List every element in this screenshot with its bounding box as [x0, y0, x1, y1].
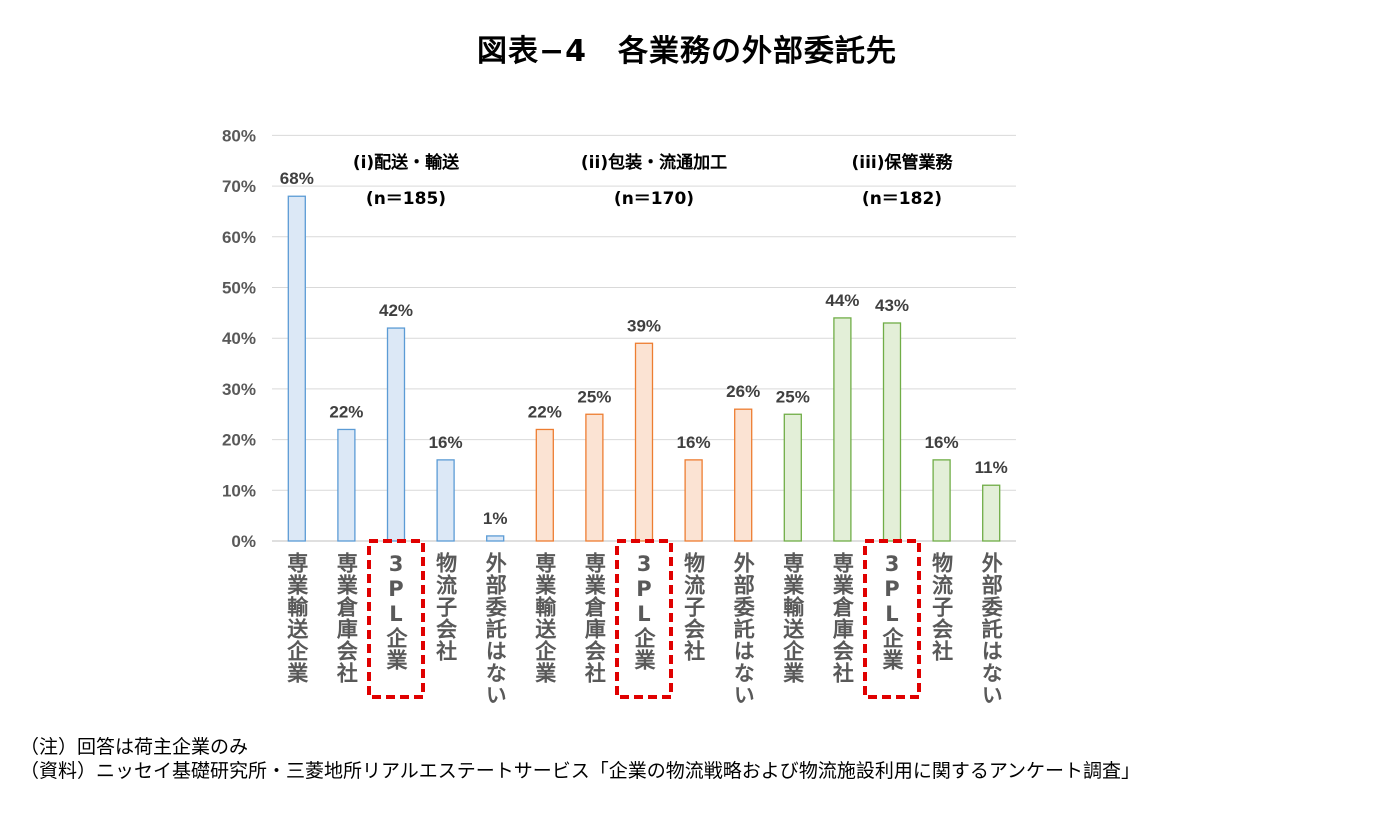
y-tick-label: 30%	[222, 380, 256, 399]
bar	[634, 342, 654, 542]
bar	[783, 413, 802, 542]
group-label: (ii)包装・流通加工	[581, 152, 727, 173]
y-tick-label: 40%	[222, 329, 256, 348]
data-label: 11%	[975, 458, 1008, 477]
bar	[882, 322, 902, 542]
y-tick-label: 0%	[231, 532, 256, 551]
data-label: 22%	[329, 402, 363, 421]
chart-title: 図表−4 各業務の外部委託先	[476, 34, 897, 69]
x-category-label: 専業倉庫会社	[830, 552, 855, 684]
group-label: (iii)保管業務	[851, 152, 953, 173]
x-category-label: 外部委託はない	[979, 552, 1004, 706]
x-category-label: 物流子会社	[433, 552, 458, 662]
group-n-label: (n＝182)	[862, 189, 942, 209]
highlight-box	[367, 539, 425, 699]
bar	[486, 535, 505, 542]
footnote: （注）回答は荷主企業のみ	[20, 736, 249, 758]
y-tick-label: 80%	[222, 126, 256, 145]
group-n-label: (n＝170)	[614, 189, 694, 209]
bar	[436, 459, 455, 542]
y-tick-label: 70%	[222, 177, 256, 196]
y-tick-label: 20%	[222, 431, 256, 450]
x-category-label: 3PL企業	[632, 552, 656, 671]
x-category-label: 専業輸送企業	[284, 552, 309, 684]
bar	[932, 459, 951, 542]
data-label: 39%	[627, 316, 661, 335]
x-category-label: 物流子会社	[929, 552, 954, 662]
data-label: 68%	[280, 169, 314, 188]
data-label: 42%	[379, 301, 413, 320]
data-label: 25%	[577, 387, 611, 406]
group-n-label: (n＝185)	[366, 189, 446, 209]
y-tick-label: 50%	[222, 279, 256, 298]
source-note: （資料）ニッセイ基礎研究所・三菱地所リアルエステートサービス「企業の物流戦略およ…	[20, 760, 1141, 782]
data-label: 16%	[925, 433, 959, 452]
data-label: 26%	[726, 382, 760, 401]
x-category-label: 外部委託はない	[731, 552, 756, 706]
data-label: 22%	[528, 402, 562, 421]
y-tick-label: 60%	[222, 228, 256, 247]
highlight-box	[863, 539, 921, 699]
data-label: 25%	[776, 387, 810, 406]
data-label: 43%	[875, 296, 909, 315]
x-category-label: 物流子会社	[681, 552, 706, 662]
data-label: 1%	[483, 509, 508, 528]
x-category-label: 専業輸送企業	[532, 552, 557, 684]
bar	[535, 428, 554, 542]
data-label: 44%	[825, 291, 859, 310]
bar	[585, 413, 604, 542]
bar	[833, 317, 852, 542]
bar	[734, 408, 753, 542]
y-tick-label: 10%	[222, 481, 256, 500]
highlight-box	[615, 539, 673, 699]
x-category-label: 外部委託はない	[483, 552, 508, 706]
group-label: (i)配送・輸送	[353, 152, 460, 173]
bar	[684, 459, 703, 542]
bar	[386, 327, 406, 542]
x-category-label: 専業輸送企業	[780, 552, 805, 684]
x-category-label: 専業倉庫会社	[582, 552, 607, 684]
x-category-label: 3PL企業	[384, 552, 408, 671]
data-label: 16%	[429, 433, 463, 452]
bar	[287, 195, 306, 542]
x-category-label: 3PL企業	[880, 552, 904, 671]
data-label: 16%	[677, 433, 711, 452]
x-category-label: 専業倉庫会社	[334, 552, 359, 684]
bar	[337, 428, 356, 542]
bar	[982, 484, 1001, 542]
